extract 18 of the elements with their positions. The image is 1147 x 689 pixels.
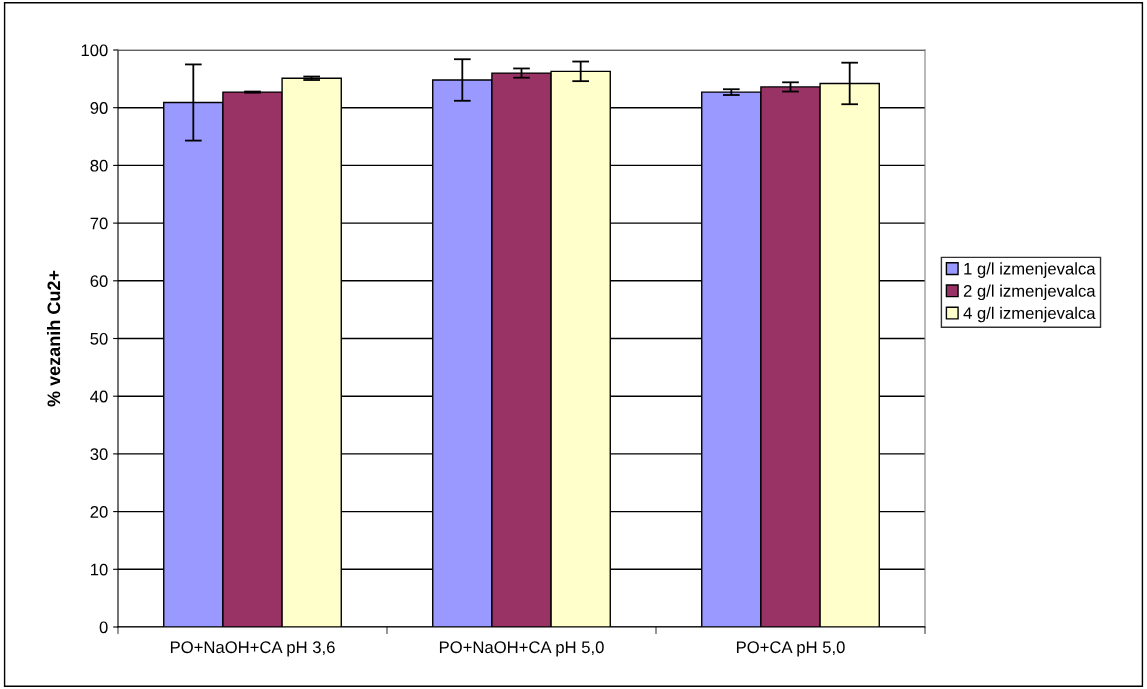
- y-tick-label: 40: [90, 390, 108, 403]
- y-tick-label: 50: [90, 332, 108, 345]
- y-tick-label: 80: [90, 159, 108, 172]
- y-tick-label: 0: [99, 621, 108, 634]
- legend-label: 1 g/l izmenjevalca: [964, 262, 1096, 278]
- y-tick-label: 100: [81, 44, 108, 57]
- y-tick-label: 30: [90, 448, 108, 461]
- y-tick-label: 60: [90, 275, 108, 287]
- y-tick-label: 90: [90, 102, 108, 114]
- legend-label: 2 g/l izmenjevalca: [963, 284, 1096, 301]
- x-tick-label: PO+NaOH+CA pH 5,0: [439, 641, 604, 657]
- legend-label: 4 g/l izmenjevalca: [963, 306, 1096, 323]
- y-tick-label: 10: [91, 563, 108, 576]
- y-axis-title: % vezanih Cu2+: [46, 270, 61, 407]
- x-tick-label: PO+NaOH+CA pH 3,6: [170, 641, 335, 657]
- y-tick-label: 20: [90, 506, 108, 518]
- y-tick-label: 70: [90, 217, 108, 230]
- x-tick-label: PO+CA pH 5,0: [736, 641, 845, 657]
